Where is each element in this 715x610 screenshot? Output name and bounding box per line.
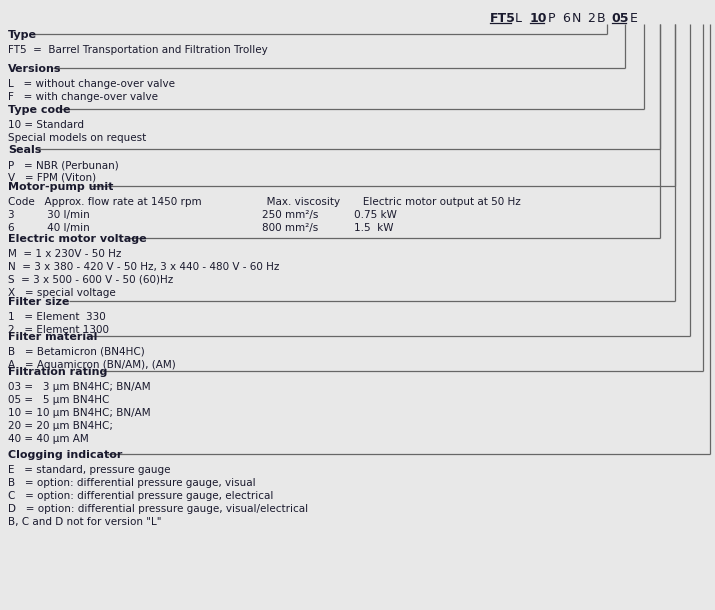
- Text: 10 = 10 μm BN4HC; BN/AM: 10 = 10 μm BN4HC; BN/AM: [8, 408, 151, 418]
- Text: E   = standard, pressure gauge: E = standard, pressure gauge: [8, 465, 170, 475]
- Text: B, C and D not for version "L": B, C and D not for version "L": [8, 517, 162, 527]
- Text: L: L: [511, 12, 526, 25]
- Text: 40 = 40 μm AM: 40 = 40 μm AM: [8, 434, 89, 444]
- Text: A   = Aquamicron (BN/AM), (AM): A = Aquamicron (BN/AM), (AM): [8, 360, 176, 370]
- Text: 2: 2: [587, 12, 595, 25]
- Text: 1   = Element  330: 1 = Element 330: [8, 312, 106, 322]
- Text: B   = Betamicron (BN4HC): B = Betamicron (BN4HC): [8, 347, 144, 357]
- Text: 10 = Standard: 10 = Standard: [8, 120, 84, 130]
- Text: 05: 05: [612, 12, 629, 25]
- Text: N  = 3 x 380 - 420 V - 50 Hz, 3 x 440 - 480 V - 60 Hz: N = 3 x 380 - 420 V - 50 Hz, 3 x 440 - 4…: [8, 262, 280, 272]
- Text: Clogging indicator: Clogging indicator: [8, 450, 122, 460]
- Text: 2   = Element 1300: 2 = Element 1300: [8, 325, 109, 335]
- Text: X   = special voltage: X = special voltage: [8, 288, 116, 298]
- Text: 05 =   5 μm BN4HC: 05 = 5 μm BN4HC: [8, 395, 109, 405]
- Text: S  = 3 x 500 - 600 V - 50 (60)Hz: S = 3 x 500 - 600 V - 50 (60)Hz: [8, 275, 173, 285]
- Text: N: N: [568, 12, 586, 25]
- Text: 20 = 20 μm BN4HC;: 20 = 20 μm BN4HC;: [8, 421, 113, 431]
- Text: Versions: Versions: [8, 64, 61, 74]
- Text: 3          30 l/min                                                     250 mm²/: 3 30 l/min 250 mm²/: [8, 210, 397, 220]
- Text: E: E: [626, 12, 638, 25]
- Text: Filter material: Filter material: [8, 332, 97, 342]
- Text: C   = option: differential pressure gauge, electrical: C = option: differential pressure gauge,…: [8, 491, 273, 501]
- Text: M  = 1 x 230V - 50 Hz: M = 1 x 230V - 50 Hz: [8, 249, 122, 259]
- Text: V   = FPM (Viton): V = FPM (Viton): [8, 173, 96, 183]
- Text: FT5: FT5: [490, 12, 516, 25]
- Text: P   = NBR (Perbunan): P = NBR (Perbunan): [8, 160, 119, 170]
- Text: B   = option: differential pressure gauge, visual: B = option: differential pressure gauge,…: [8, 478, 256, 488]
- Text: Motor-pump unit: Motor-pump unit: [8, 182, 114, 192]
- Text: 10: 10: [530, 12, 547, 25]
- Text: L   = without change-over valve: L = without change-over valve: [8, 79, 175, 89]
- Text: Type code: Type code: [8, 105, 71, 115]
- Text: 6: 6: [562, 12, 570, 25]
- Text: Filter size: Filter size: [8, 297, 69, 307]
- Text: 03 =   3 μm BN4HC; BN/AM: 03 = 3 μm BN4HC; BN/AM: [8, 382, 151, 392]
- Text: D   = option: differential pressure gauge, visual/electrical: D = option: differential pressure gauge,…: [8, 504, 308, 514]
- Text: 6          40 l/min                                                     800 mm²/: 6 40 l/min 800 mm²/: [8, 223, 393, 233]
- Text: Electric motor voltage: Electric motor voltage: [8, 234, 147, 244]
- Text: P: P: [543, 12, 559, 25]
- Text: B: B: [593, 12, 610, 25]
- Text: Type: Type: [8, 30, 37, 40]
- Text: F   = with change-over valve: F = with change-over valve: [8, 92, 158, 102]
- Text: Seals: Seals: [8, 145, 41, 155]
- Text: FT5  =  Barrel Transportation and Filtration Trolley: FT5 = Barrel Transportation and Filtrati…: [8, 45, 267, 55]
- Text: Filtration rating: Filtration rating: [8, 367, 107, 377]
- Text: Code   Approx. flow rate at 1450 rpm                    Max. viscosity       Ele: Code Approx. flow rate at 1450 rpm Max. …: [8, 197, 521, 207]
- Text: Special models on request: Special models on request: [8, 133, 147, 143]
